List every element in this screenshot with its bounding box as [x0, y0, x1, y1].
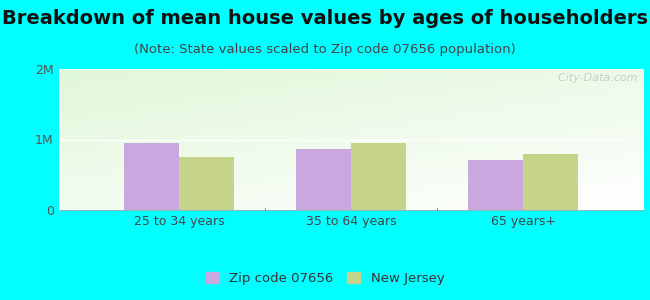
Text: (Note: State values scaled to Zip code 07656 population): (Note: State values scaled to Zip code 0… [134, 44, 516, 56]
Bar [179, 157, 234, 210]
Bar [351, 143, 406, 210]
Bar [523, 154, 578, 210]
Text: City-Data.com: City-Data.com [551, 73, 638, 83]
Text: Breakdown of mean house values by ages of householders: Breakdown of mean house values by ages o… [2, 9, 648, 28]
Bar [468, 160, 523, 210]
Bar [124, 143, 179, 210]
Bar [296, 149, 351, 210]
Legend: Zip code 07656, New Jersey: Zip code 07656, New Jersey [200, 267, 450, 290]
